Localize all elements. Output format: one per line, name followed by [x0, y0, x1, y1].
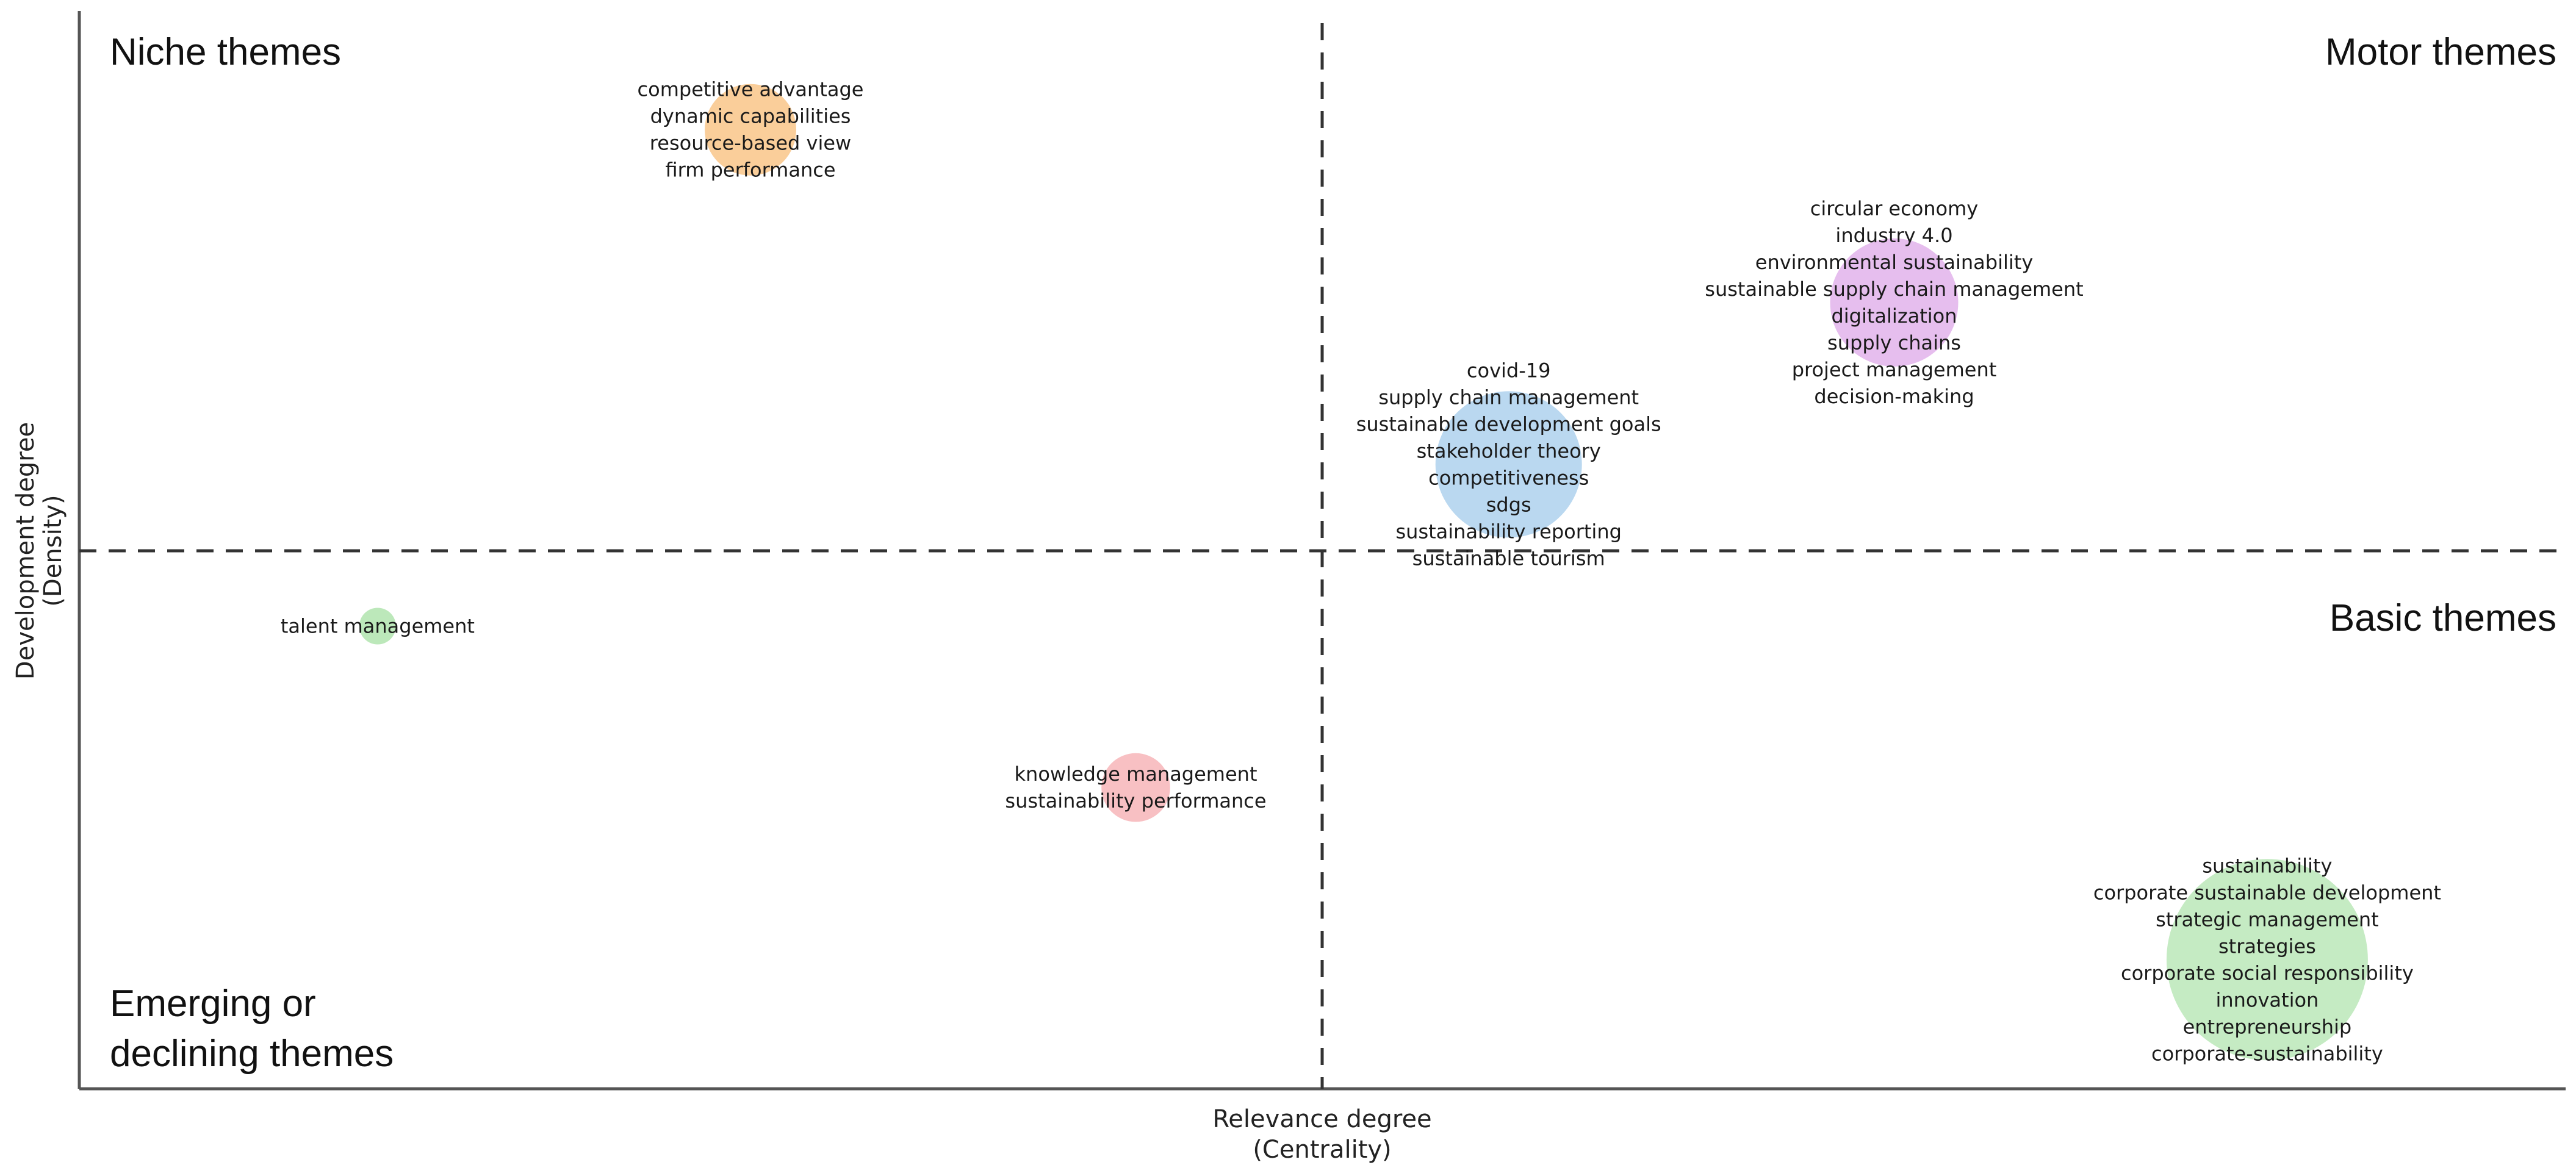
cluster-term-label: dynamic capabilities	[650, 105, 851, 128]
cluster-term-label: resource-based view	[650, 132, 851, 155]
cluster-term-label: covid-19	[1467, 359, 1551, 382]
cluster-term-label: industry 4.0	[1835, 224, 1952, 247]
cluster-bubble-4[interactable]	[359, 608, 396, 645]
cluster-term-label: supply chain management	[1378, 385, 1639, 409]
y-axis-title-line-2: (Density)	[39, 495, 67, 606]
quadrant-label-bottom-left-line-2: declining themes	[110, 1033, 394, 1075]
cluster-term-label: environmental sustainability	[1755, 251, 2034, 274]
quadrant-label-bottom-right: Basic themes	[2330, 597, 2556, 639]
quadrant-label-bottom-left-line-1: Emerging or	[110, 983, 316, 1025]
cluster-term-label: project management	[1792, 358, 1997, 381]
quadrant-label-top-left: Niche themes	[110, 31, 341, 73]
quadrant-label-top-right: Motor themes	[2325, 31, 2556, 73]
labels-layer: competitive advantage dynamic capabilitie…	[281, 78, 2441, 1066]
cluster-term-label: sustainable tourism	[1412, 547, 1605, 570]
cluster-bubble-6[interactable]	[2166, 859, 2368, 1061]
cluster-term-label: sustainability performance	[1005, 789, 1266, 812]
cluster-term-label: innovation	[2215, 988, 2319, 1011]
x-axis-title-line-1: Relevance degree	[1212, 1105, 1431, 1133]
cluster-term-label: competitive advantage	[638, 78, 864, 101]
cluster-term-label: entrepreneurship	[2183, 1015, 2352, 1038]
cluster-term-label: corporate-sustainability	[2151, 1042, 2383, 1065]
cluster-term-label: digitalization	[1831, 304, 1957, 328]
cluster-term-label: sdgs	[1486, 493, 1531, 516]
cluster-bubble-2[interactable]	[1830, 238, 1959, 367]
cluster-term-label: sustainable development goals	[1356, 412, 1661, 436]
x-axis-title-line-2: (Centrality)	[1253, 1136, 1391, 1164]
y-axis-title-line-1: Development degree	[12, 422, 40, 679]
cluster-term-label: talent management	[281, 615, 475, 638]
bubbles-layer	[359, 84, 2368, 1061]
cluster-term-label: sustainability reporting	[1395, 520, 1621, 543]
cluster-term-label: competitiveness	[1428, 466, 1589, 489]
cluster-term-label: firm performance	[665, 159, 835, 182]
cluster-term-label: corporate social responsibility	[2121, 961, 2414, 984]
cluster-bubble-3[interactable]	[1435, 391, 1582, 538]
cluster-term-label: knowledge management	[1015, 762, 1257, 786]
cluster-term-label: sustainability	[2202, 854, 2332, 877]
cluster-bubble-1[interactable]	[705, 84, 796, 176]
cluster-bubble-5[interactable]	[1101, 753, 1170, 822]
cluster-term-label: stakeholder theory	[1417, 439, 1601, 462]
cluster-term-label: strategies	[2218, 934, 2316, 958]
cluster-term-label: supply chains	[1827, 331, 1961, 354]
cluster-term-label: decision-making	[1814, 385, 1974, 408]
cluster-term-label: circular economy	[1810, 197, 1978, 220]
cluster-term-label: corporate sustainable development	[2093, 881, 2441, 904]
cluster-term-label: strategic management	[2156, 908, 2379, 931]
cluster-term-label: sustainable supply chain management	[1705, 278, 2083, 301]
